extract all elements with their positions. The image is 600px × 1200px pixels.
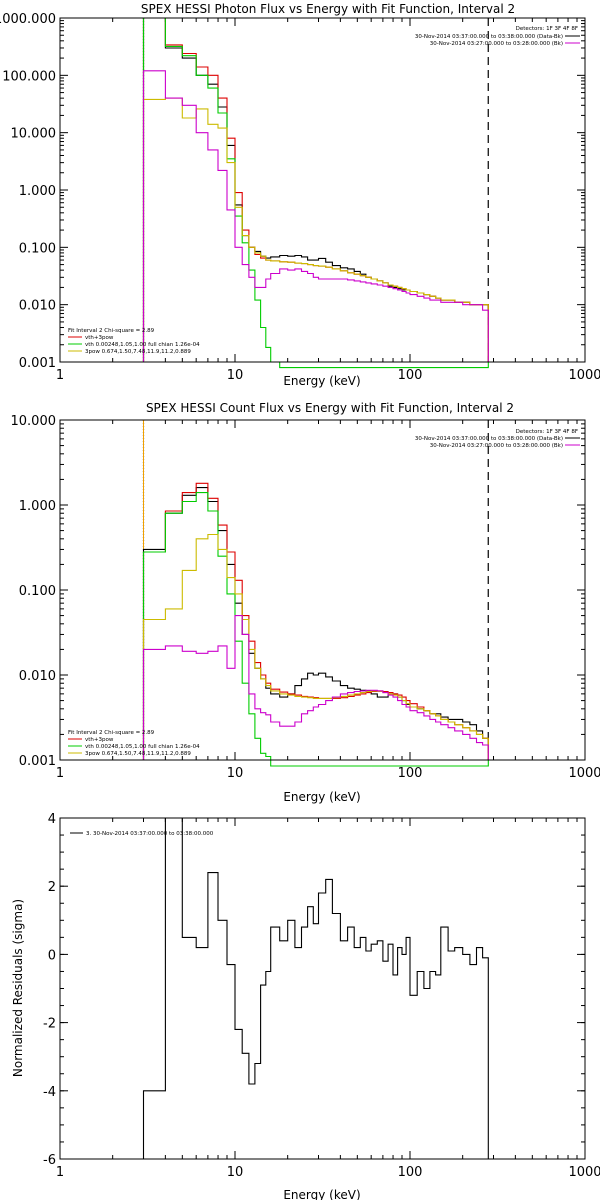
y-tick-labels: 0.001 0.010 0.100 1.000 10.000 100.000 1000.00…	[0, 12, 56, 371]
chart-title: SPEX HESSI Count Flux vs Energy with Fit…	[146, 401, 514, 415]
x-axis-label: Energy (keV)	[283, 790, 360, 804]
y-tick-label: -6	[43, 1153, 56, 1168]
x-tick-label: 1000	[568, 368, 600, 383]
legend-bottom: Fit Interval 2 Chi-square = 2.89 vth+3po…	[68, 328, 200, 355]
series-line	[142, 482, 489, 760]
legend-entry: 30-Nov-2014 03:37:00.000 to 03:38:00.000…	[415, 436, 563, 442]
legend-entry: vth 0.00248,1.05,1.00 full chian 1.26e-0…	[85, 744, 200, 750]
series-line	[142, 97, 489, 362]
y-tick-label: 0.010	[19, 669, 56, 684]
y-axis-label: Normalized Residuals (sigma)	[11, 899, 25, 1077]
residuals-panel: -6 -4 -2 0 2 4 1 10 100 1000 Energy (keV) Normal…	[11, 812, 600, 1200]
axis-ticks	[59, 17, 586, 363]
y-tick-label: 0.100	[19, 241, 56, 256]
x-axis-label: Energy (keV)	[283, 374, 360, 388]
y-tick-labels: -6 -4 -2 0 2 4	[43, 812, 56, 1168]
legend-entry: vth 0.00248,1.05,1.00 full chian 1.26e-0…	[85, 342, 200, 348]
series-line	[142, 17, 489, 362]
y-tick-label: 10.000	[11, 414, 57, 429]
x-tick-label: 1000	[568, 766, 600, 781]
legend-entry: 3pow 0.674,1.50,7.48,11.9,11.2,0.889	[85, 349, 191, 355]
y-tick-label: 0.001	[19, 356, 56, 371]
count-flux-panel: SPEX HESSI Count Flux vs Energy with Fit…	[11, 401, 600, 804]
x-tick-labels: 1 10 100 1000	[56, 766, 600, 781]
y-tick-label: 0.100	[19, 584, 56, 599]
legend-entry: 30-Nov-2014 03:37:00.000 to 03:38:00.000…	[415, 34, 563, 40]
series-line	[142, 615, 489, 760]
y-tick-label: 1.000	[19, 184, 56, 199]
legend-header: Fit Interval 2 Chi-square = 2.89	[68, 328, 155, 334]
y-tick-label: 1000.000	[0, 12, 56, 27]
x-tick-label: 100	[398, 766, 423, 781]
legend-header: Detectors: 1F 3F 4F 8F	[516, 429, 578, 435]
legend-entry: vth+3pow	[85, 737, 114, 743]
plot-frame	[59, 17, 586, 363]
y-tick-label: 0	[48, 948, 56, 963]
series-line	[142, 17, 489, 369]
legend-top: 3. 30-Nov-2014 03:37:00.000 to 03:38:00.…	[70, 831, 214, 837]
x-tick-label: 10	[227, 368, 244, 383]
chart-title: SPEX HESSI Photon Flux vs Energy with Fi…	[141, 2, 515, 16]
plot-frame	[59, 419, 586, 761]
x-tick-labels: 1 10 100 1000	[56, 1165, 600, 1180]
axis-ticks	[59, 419, 586, 761]
x-tick-labels: 1 10 100 1000	[56, 368, 600, 383]
y-tick-label: -2	[43, 1017, 56, 1032]
y-tick-label: 1.000	[19, 499, 56, 514]
x-tick-label: 1000	[568, 1165, 600, 1180]
x-tick-label: 100	[398, 368, 423, 383]
series-line	[142, 492, 489, 767]
spectrum-series	[142, 17, 489, 369]
legend-top: Detectors: 1F 3F 4F 8F 30-Nov-2014 03:37…	[415, 429, 580, 449]
plot-frame	[59, 817, 586, 1160]
x-tick-label: 100	[398, 1165, 423, 1180]
marker-lines	[142, 18, 489, 362]
y-tick-label: 0.001	[19, 754, 56, 769]
legend-entry: 3. 30-Nov-2014 03:37:00.000 to 03:38:00.…	[86, 831, 214, 837]
y-tick-label: 4	[48, 812, 56, 827]
series-line	[142, 533, 489, 760]
photon-flux-panel: SPEX HESSI Photon Flux vs Energy with Fi…	[0, 2, 600, 388]
y-tick-label: -4	[43, 1085, 56, 1100]
legend-entry: 30-Nov-2014 03:27:00.000 to 03:28:00.000…	[430, 443, 563, 449]
y-tick-label: 100.000	[2, 69, 56, 84]
x-tick-label: 1	[56, 368, 64, 383]
legend-entry: vth+3pow	[85, 335, 114, 341]
series-line	[142, 817, 489, 1159]
x-tick-label: 1	[56, 766, 64, 781]
y-tick-label: 0.010	[19, 299, 56, 314]
series-line	[142, 70, 489, 362]
x-tick-label: 1	[56, 1165, 64, 1180]
x-tick-label: 10	[227, 766, 244, 781]
y-tick-label: 10.000	[11, 127, 57, 142]
axis-ticks	[59, 817, 586, 1160]
legend-entry: 30-Nov-2014 03:27:00.000 to 03:28:00.000…	[430, 41, 563, 47]
legend-header: Fit Interval 2 Chi-square = 2.89	[68, 730, 155, 736]
legend-bottom: Fit Interval 2 Chi-square = 2.89 vth+3po…	[68, 730, 200, 757]
x-axis-label: Energy (keV)	[283, 1188, 360, 1200]
residual-series	[142, 817, 489, 1159]
x-tick-label: 10	[227, 1165, 244, 1180]
y-tick-labels: 0.001 0.010 0.100 1.000 10.000	[11, 414, 57, 769]
legend-top: Detectors: 1F 3F 4F 8F 30-Nov-2014 03:37…	[415, 26, 580, 47]
spectrum-series	[142, 482, 489, 767]
y-tick-label: 2	[48, 880, 56, 895]
series-line	[142, 487, 489, 760]
marker-lines	[142, 420, 489, 760]
series-line	[142, 17, 489, 362]
legend-header: Detectors: 1F 3F 4F 8F	[516, 26, 578, 32]
legend-entry: 3pow 0.674,1.50,7.48,11.9,11.2,0.889	[85, 751, 191, 757]
